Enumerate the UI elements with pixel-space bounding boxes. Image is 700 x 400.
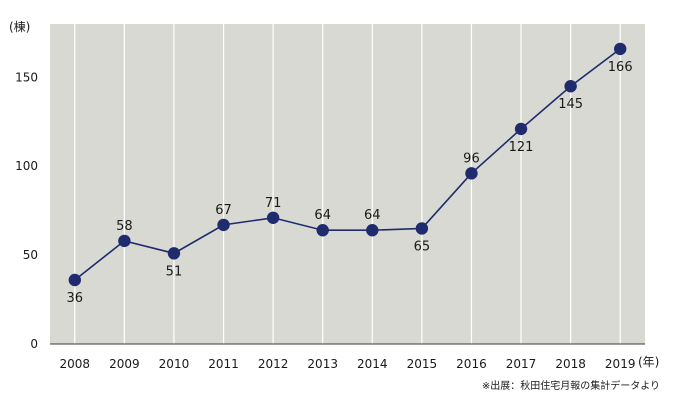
- y-axis-unit-label: (棟): [9, 20, 31, 34]
- grid-lines: [74, 24, 621, 344]
- x-tick-label-2013: 2013: [307, 357, 338, 371]
- data-label-2013: 64: [314, 208, 331, 223]
- data-label-2017: 121: [509, 140, 534, 155]
- x-tick-label-2009: 2009: [109, 357, 140, 371]
- data-label-2010: 51: [166, 264, 183, 279]
- data-point-2012: [266, 211, 280, 224]
- source-note: ※出展：秋田住宅月報の集計データより: [481, 381, 660, 392]
- y-tick-label-100: 100: [15, 159, 38, 173]
- data-label-2011: 67: [215, 203, 232, 218]
- x-tick-label-2010: 2010: [159, 357, 190, 371]
- x-tick-label-2008: 2008: [60, 357, 91, 371]
- series-line-group: [68, 42, 627, 287]
- y-tick-label-0: 0: [30, 337, 38, 351]
- data-point-2011: [217, 218, 230, 232]
- x-tick-label-2018: 2018: [555, 357, 586, 371]
- data-point-2013: [316, 224, 329, 237]
- x-tick-label-2014: 2014: [357, 357, 388, 371]
- data-point-2019: [614, 42, 627, 56]
- axes: 0 50 100 150 2008 2009 2010 2011 2012 2013 2014 201…: [15, 70, 645, 371]
- series-line: [74, 48, 621, 281]
- data-label-2009: 58: [116, 219, 133, 234]
- data-label-2019: 166: [608, 60, 633, 75]
- data-label-2015: 65: [414, 239, 431, 254]
- data-label-2016: 96: [463, 151, 480, 166]
- data-point-2018: [564, 80, 577, 93]
- plot-background: [50, 24, 645, 344]
- data-label-2018: 145: [558, 97, 583, 112]
- x-tick-label-2011: 2011: [208, 357, 239, 371]
- y-tick-label-150: 150: [15, 70, 38, 84]
- y-tick-label-50: 50: [23, 248, 38, 262]
- x-tick-label-2016: 2016: [456, 357, 487, 371]
- x-tick-label-2017: 2017: [506, 357, 537, 371]
- x-axis-unit-label: (年): [638, 355, 660, 369]
- data-point-2014: [366, 224, 379, 237]
- data-point-2016: [465, 167, 478, 180]
- data-point-2017: [514, 122, 528, 136]
- data-point-2009: [118, 234, 131, 248]
- x-tick-label-2012: 2012: [258, 357, 289, 371]
- x-tick-label-2019: 2019: [605, 357, 636, 371]
- data-point-2015: [415, 222, 429, 235]
- data-label-2012: 71: [265, 196, 282, 211]
- data-point-2010: [167, 247, 181, 260]
- data-labels: 36 58 51 67 71 64 64 65 96 121 145 166: [67, 60, 633, 306]
- data-label-2014: 64: [364, 208, 381, 223]
- data-label-2008: 36: [67, 291, 84, 306]
- x-tick-label-2015: 2015: [407, 357, 438, 371]
- data-point-2008: [68, 273, 81, 287]
